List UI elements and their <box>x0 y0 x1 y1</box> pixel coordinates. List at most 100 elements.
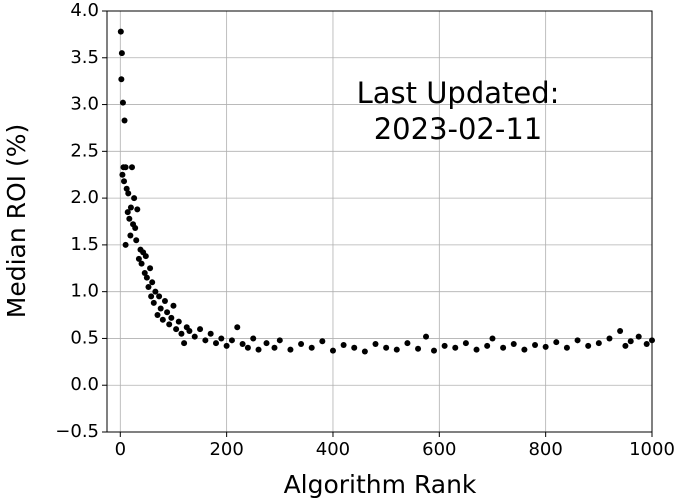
point <box>606 335 613 342</box>
point <box>351 344 358 351</box>
point <box>383 344 390 351</box>
point <box>276 337 283 344</box>
point <box>156 293 163 300</box>
point <box>462 340 469 347</box>
point <box>132 225 139 232</box>
point <box>138 260 145 267</box>
point <box>255 346 262 353</box>
point <box>154 312 161 319</box>
y-axis-label: Median ROI (%) <box>2 124 31 319</box>
point <box>207 330 214 337</box>
point <box>239 341 246 348</box>
point <box>133 237 140 244</box>
point <box>122 164 129 171</box>
point <box>161 298 168 305</box>
point <box>223 342 230 349</box>
point <box>152 288 159 295</box>
y-tick-label: 0.5 <box>70 327 99 348</box>
y-tick-label: 3.0 <box>70 94 99 115</box>
point <box>228 337 235 344</box>
point <box>197 326 204 333</box>
point <box>542 343 549 350</box>
point <box>218 335 225 342</box>
point <box>521 346 528 353</box>
point <box>627 338 634 345</box>
point <box>361 348 368 355</box>
x-tick-label: 200 <box>209 439 243 460</box>
point <box>271 344 278 351</box>
point <box>141 269 148 276</box>
point <box>117 28 124 35</box>
point <box>125 190 132 197</box>
point <box>484 342 491 349</box>
point <box>186 327 193 334</box>
point <box>143 274 150 281</box>
point <box>178 330 185 337</box>
x-axis-label: Algorithm Rank <box>284 470 477 499</box>
point <box>643 341 650 348</box>
y-tick-label: 0.0 <box>70 374 99 395</box>
point <box>147 265 154 272</box>
y-tick-label: 4.0 <box>70 0 99 21</box>
point <box>263 340 270 347</box>
point <box>340 341 347 348</box>
point <box>173 326 180 333</box>
y-tick-label: 3.5 <box>70 47 99 68</box>
point <box>191 333 198 340</box>
point <box>150 299 157 306</box>
point <box>123 185 130 192</box>
point <box>319 338 326 345</box>
point <box>122 241 129 248</box>
point <box>119 171 126 178</box>
point <box>118 76 125 83</box>
point <box>131 195 138 202</box>
point <box>585 342 592 349</box>
point <box>415 345 422 352</box>
point <box>404 340 411 347</box>
point <box>135 255 142 262</box>
point <box>234 324 241 331</box>
point <box>532 341 539 348</box>
point <box>168 314 175 321</box>
point <box>134 206 141 213</box>
point <box>170 302 177 309</box>
point <box>574 337 581 344</box>
point <box>553 339 560 346</box>
point <box>124 209 131 216</box>
point <box>250 335 257 342</box>
point <box>127 232 134 239</box>
point <box>142 253 149 260</box>
point <box>617 327 624 334</box>
point <box>489 335 496 342</box>
annotation: 2023-02-11 <box>374 112 543 146</box>
x-tick-label: 1000 <box>629 439 675 460</box>
point <box>563 344 570 351</box>
point <box>121 117 128 124</box>
point <box>118 50 125 57</box>
point <box>298 341 305 348</box>
point <box>181 340 188 347</box>
point <box>148 293 155 300</box>
point <box>119 99 126 106</box>
point <box>175 318 182 325</box>
x-tick-label: 600 <box>422 439 456 460</box>
point <box>121 178 128 185</box>
point <box>128 164 135 171</box>
point <box>622 342 629 349</box>
point <box>649 337 655 344</box>
point <box>145 283 152 290</box>
y-tick-label: 1.5 <box>70 234 99 255</box>
point <box>202 337 209 344</box>
point <box>452 344 459 351</box>
point <box>126 215 133 222</box>
point <box>372 341 379 348</box>
point <box>244 344 251 351</box>
x-tick-label: 800 <box>528 439 562 460</box>
point <box>635 333 642 340</box>
point <box>308 344 315 351</box>
x-tick-label: 0 <box>115 439 126 460</box>
plot-frame <box>106 10 653 433</box>
point <box>473 346 480 353</box>
point <box>595 340 602 347</box>
